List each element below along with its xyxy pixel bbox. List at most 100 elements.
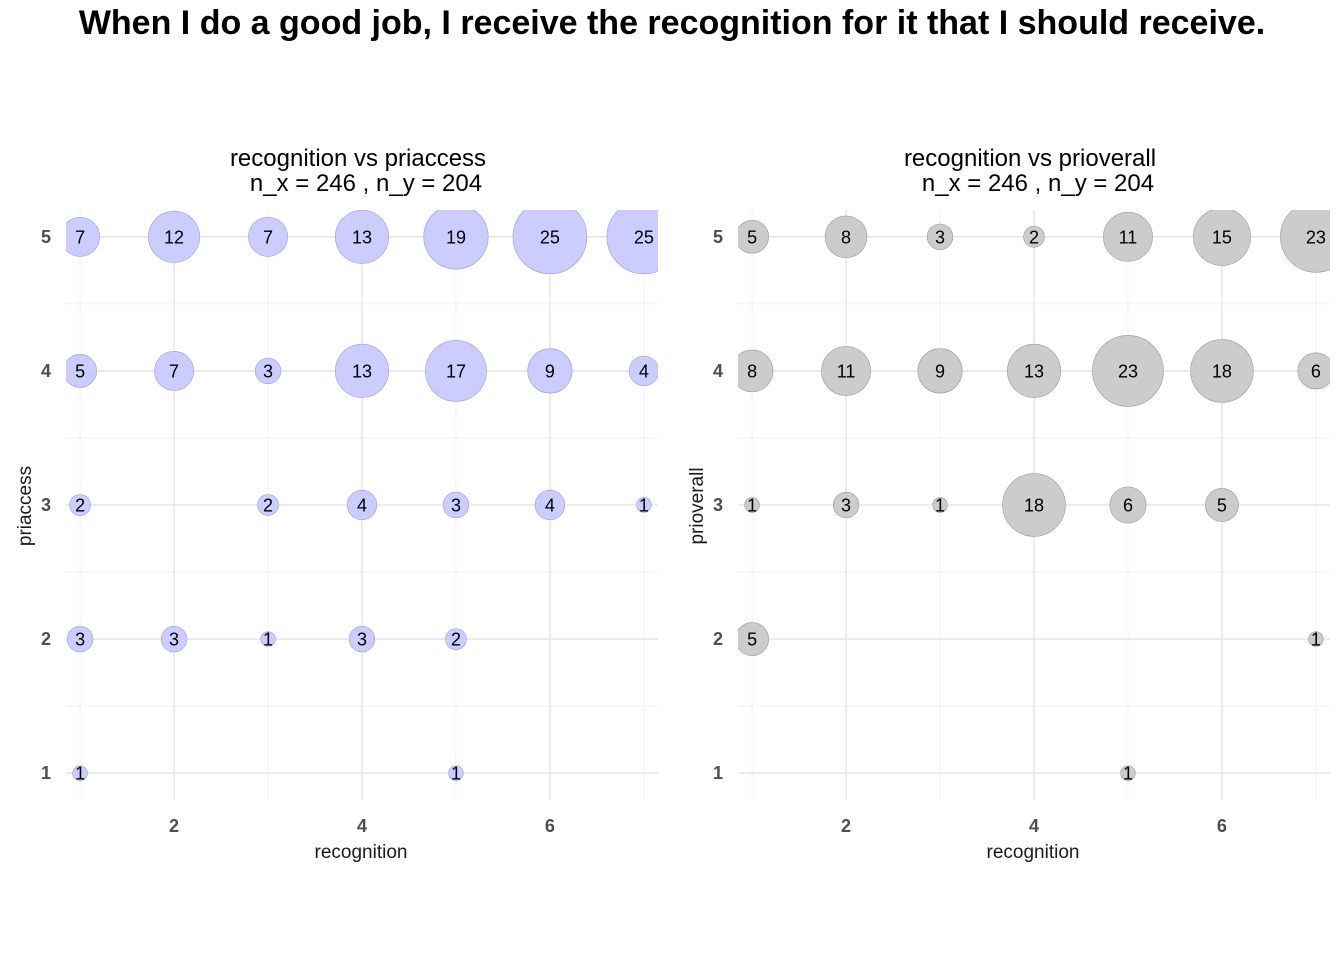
bubble-point xyxy=(348,625,376,653)
bubble-count-label: 2 xyxy=(263,496,273,516)
bubble-count-label: 18 xyxy=(1212,361,1232,381)
bubble-point xyxy=(527,348,573,394)
panel-title-line2: n_x = 246 , n_y = 204 xyxy=(922,170,1154,197)
bubble-point xyxy=(512,210,588,275)
bubble-count-label: 2 xyxy=(75,496,85,516)
bubble-count-label: 15 xyxy=(1212,227,1232,247)
y-tick-label: 2 xyxy=(41,629,51,649)
x-axis-title: recognition xyxy=(987,842,1080,863)
panel-title-line2: n_x = 246 , n_y = 204 xyxy=(250,170,482,197)
bubble-count-label: 1 xyxy=(451,764,461,784)
x-tick-label: 6 xyxy=(1217,816,1227,836)
bubble-point xyxy=(832,491,860,519)
bubble-count-label: 13 xyxy=(352,361,372,381)
bubble-count-label: 7 xyxy=(169,361,179,381)
bubble-count-label: 13 xyxy=(1024,361,1044,381)
bubble-point xyxy=(448,765,464,781)
bubble-point xyxy=(423,210,489,270)
bubble-point xyxy=(72,765,88,781)
bubble-count-label: 3 xyxy=(357,630,367,650)
y-tick-label: 3 xyxy=(41,495,51,515)
bubble-point xyxy=(445,628,467,650)
bubble-count-label: 1 xyxy=(935,496,945,516)
bubble-count-label: 4 xyxy=(357,496,367,516)
bubble-count-label: 6 xyxy=(1311,361,1321,381)
bubble-count-label: 1 xyxy=(1123,764,1133,784)
main-title: When I do a good job, I receive the reco… xyxy=(78,4,1266,42)
bubble-point xyxy=(917,348,963,394)
bubble-point xyxy=(1297,352,1330,390)
y-axis-title: prioverall xyxy=(687,467,708,544)
bubble-count-label: 19 xyxy=(446,227,466,247)
bubble-point xyxy=(1007,343,1061,398)
bubble-point xyxy=(1205,488,1239,522)
bubble-count-label: 3 xyxy=(841,496,851,516)
x-tick-label: 4 xyxy=(1029,816,1039,836)
bubble-point xyxy=(821,346,871,396)
bubble-count-label: 25 xyxy=(634,227,654,247)
bubble-count-label: 13 xyxy=(352,227,372,247)
bubble-point xyxy=(744,497,760,513)
bubble-point xyxy=(1002,473,1066,537)
bubble-count-label: 7 xyxy=(263,227,273,247)
y-tick-label: 5 xyxy=(41,227,51,247)
bubble-point xyxy=(148,210,200,263)
bubble-count-label: 9 xyxy=(545,361,555,381)
bubble-count-label: 5 xyxy=(747,227,757,247)
bubble-point xyxy=(628,355,658,387)
bubble-point xyxy=(926,223,954,250)
bubble-count-label: 5 xyxy=(747,630,757,650)
bubble-count-label: 4 xyxy=(639,361,649,381)
bubble-point xyxy=(257,494,279,516)
x-tick-label: 2 xyxy=(169,816,179,836)
bubble-count-label: 5 xyxy=(75,361,85,381)
bubble-count-label: 18 xyxy=(1024,496,1044,516)
y-tick-label: 2 xyxy=(713,629,723,649)
bubble-point xyxy=(346,489,378,521)
bubble-count-label: 8 xyxy=(841,227,851,247)
bubble-count-label: 1 xyxy=(639,496,649,516)
bubble-count-label: 23 xyxy=(1118,361,1138,381)
bubble-count-label: 11 xyxy=(837,361,856,381)
x-tick-label: 2 xyxy=(841,816,851,836)
bubble-count-label: 23 xyxy=(1306,227,1326,247)
bubble-point xyxy=(69,494,91,516)
bubble-count-label: 17 xyxy=(446,361,466,381)
bubble-point xyxy=(1109,486,1147,524)
bubble-count-label: 5 xyxy=(1217,496,1227,516)
bubble-point xyxy=(932,497,948,513)
bubble-count-label: 1 xyxy=(263,630,273,650)
bubble-point xyxy=(738,219,769,254)
x-tick-label: 6 xyxy=(545,816,555,836)
bubble-point xyxy=(1120,765,1136,781)
bubble-count-label: 3 xyxy=(935,227,945,247)
bubble-point xyxy=(636,497,652,513)
bubble-count-label: 1 xyxy=(75,764,85,784)
bubble-count-label: 3 xyxy=(169,630,179,650)
bubble-point xyxy=(335,343,389,398)
bubble-point xyxy=(1103,211,1153,262)
bubble-point xyxy=(606,210,658,275)
bubble-count-label: 12 xyxy=(164,227,184,247)
bubble-point xyxy=(738,349,774,393)
bubble-count-label: 3 xyxy=(75,630,85,650)
bubble-point xyxy=(534,489,566,521)
bubble-point xyxy=(66,625,94,653)
bubble-count-label: 7 xyxy=(75,227,85,247)
bubble-point xyxy=(1308,631,1324,647)
panel-title-line1: recognition vs priaccess xyxy=(230,145,486,172)
y-tick-label: 1 xyxy=(41,763,51,783)
bubble-count-label: 4 xyxy=(545,496,555,516)
bubble-point xyxy=(1092,335,1164,407)
bubble-point xyxy=(254,357,282,385)
bubble-point xyxy=(248,216,288,257)
bubble-count-label: 25 xyxy=(540,227,560,247)
bubble-count-label: 8 xyxy=(747,361,757,381)
bubble-point xyxy=(160,625,188,653)
bubble-count-label: 1 xyxy=(1311,630,1321,650)
y-tick-label: 1 xyxy=(713,763,723,783)
panel-title-line1: recognition vs prioverall xyxy=(904,145,1156,172)
bubble-point xyxy=(425,340,487,402)
bubble-count-label: 11 xyxy=(1119,227,1138,247)
bubble-point xyxy=(824,215,868,259)
